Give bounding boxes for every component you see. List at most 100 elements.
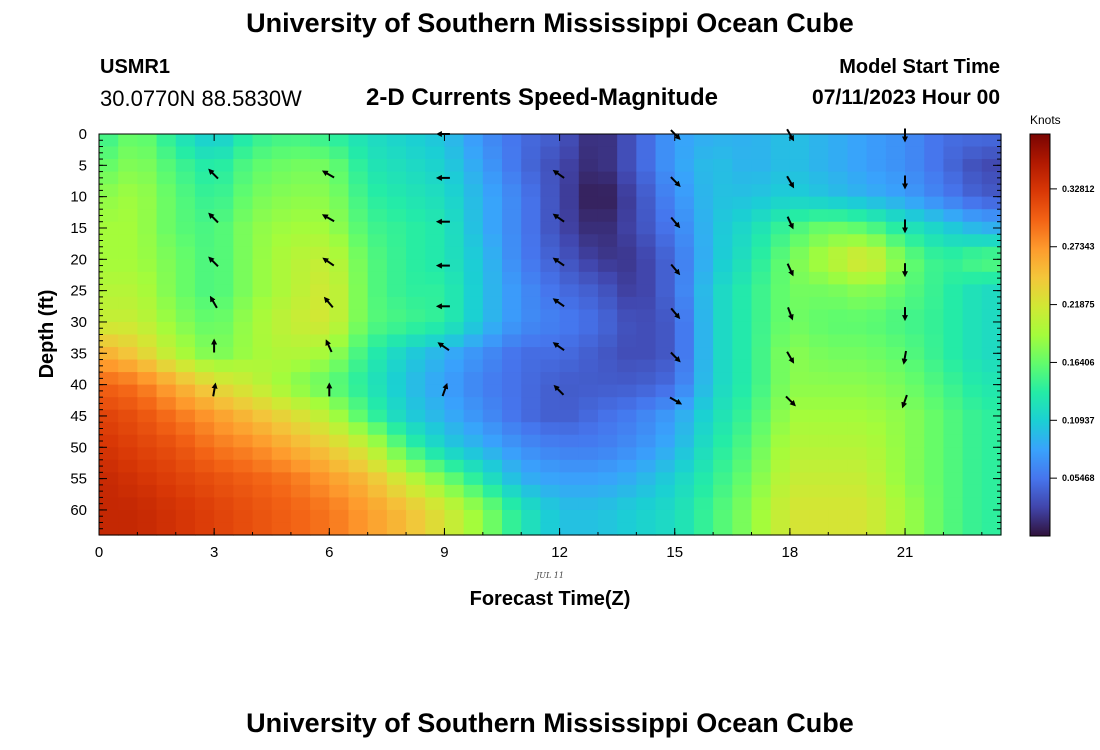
heatmap-cell	[521, 296, 541, 311]
heatmap-cell	[655, 184, 676, 198]
heatmap-cell	[770, 321, 791, 336]
heatmap-cell	[367, 146, 388, 160]
heatmap-cell	[271, 422, 292, 436]
heatmap-cell	[713, 509, 733, 524]
heatmap-cell	[329, 146, 350, 160]
heatmap-cell	[962, 497, 983, 511]
heatmap-cell	[751, 271, 772, 285]
heatmap-cell	[233, 159, 254, 173]
heatmap-cell	[847, 422, 868, 436]
heatmap-cell	[175, 372, 196, 386]
heatmap-cell	[329, 434, 350, 448]
heatmap-cell	[617, 196, 637, 210]
heatmap-cell	[866, 334, 887, 348]
heatmap-cell	[367, 271, 388, 285]
heatmap-cell	[386, 359, 407, 373]
heatmap-cell	[809, 296, 829, 311]
heatmap-cell	[156, 284, 177, 298]
heatmap-cell	[540, 184, 561, 198]
heatmap-cell	[175, 497, 196, 511]
heatmap-cell	[770, 497, 791, 511]
heatmap-cell	[329, 484, 350, 499]
heatmap-cell	[559, 359, 580, 373]
heatmap-cell	[789, 509, 810, 524]
heatmap-cell	[636, 184, 657, 198]
heatmap-cell	[578, 497, 599, 511]
heatmap-cell	[866, 347, 887, 361]
heatmap-cell	[674, 447, 695, 461]
heatmap-cell	[655, 159, 676, 173]
heatmap-cell	[194, 347, 215, 361]
heatmap-cell	[559, 159, 580, 173]
heatmap-cell	[732, 397, 753, 411]
heatmap-cell	[290, 234, 311, 248]
heatmap-cell	[905, 271, 925, 285]
heatmap-cell	[597, 447, 618, 461]
heatmap-cell	[924, 184, 945, 198]
heatmap-cell	[482, 459, 503, 473]
heatmap-cell	[751, 347, 772, 361]
heatmap-cell	[559, 384, 580, 398]
current-arrow	[786, 263, 794, 277]
heatmap-cell	[924, 384, 945, 398]
heatmap-cell	[540, 196, 561, 210]
heatmap-cell	[943, 309, 964, 323]
heatmap-cell	[962, 146, 983, 160]
heatmap-cell	[617, 434, 637, 448]
heatmap-cell	[367, 497, 388, 511]
heatmap-cell	[789, 472, 810, 486]
heatmap-cell	[924, 259, 945, 273]
heatmap-cell	[367, 184, 388, 198]
heatmap-cell	[981, 359, 1002, 373]
current-arrow	[786, 175, 795, 189]
heatmap-cell	[502, 384, 522, 398]
heatmap-cell	[252, 146, 273, 160]
heatmap-cell	[943, 509, 964, 524]
heatmap-cell	[943, 271, 964, 285]
heatmap-cell	[175, 309, 196, 323]
heatmap-cell	[118, 271, 138, 285]
heatmap-cell	[962, 284, 983, 298]
heatmap-cell	[885, 347, 906, 361]
heatmap-cell	[99, 372, 119, 386]
heatmap-cell	[386, 146, 407, 160]
x-tick-label: 18	[782, 544, 799, 561]
heatmap-cell	[463, 246, 484, 260]
heatmap-cell	[290, 159, 311, 173]
heatmap-cell	[99, 509, 119, 524]
heatmap-cell	[521, 522, 541, 536]
heatmap-cell	[578, 422, 599, 436]
heatmap-cell	[194, 509, 215, 524]
heatmap-cell	[655, 246, 676, 260]
heatmap-cell	[885, 209, 906, 223]
heatmap-cell	[617, 497, 637, 511]
heatmap-cell	[137, 459, 158, 473]
heatmap-cell	[425, 497, 446, 511]
heatmap-cell	[559, 171, 580, 185]
heatmap-cell	[751, 459, 772, 473]
heatmap-cell	[463, 497, 484, 511]
heatmap-cell	[406, 422, 426, 436]
heatmap-cell	[751, 434, 772, 448]
heatmap-cell	[329, 522, 350, 536]
heatmap-cell	[905, 447, 925, 461]
heatmap-cell	[406, 447, 426, 461]
heatmap-cell	[310, 271, 330, 285]
heatmap-cell	[137, 184, 158, 198]
heatmap-cell	[655, 309, 676, 323]
heatmap-cell	[962, 447, 983, 461]
current-arrow	[552, 213, 565, 223]
heatmap-cell	[981, 384, 1002, 398]
heatmap-cell	[214, 246, 234, 260]
heatmap-cell	[751, 359, 772, 373]
current-arrow	[437, 342, 450, 352]
heatmap-cell	[194, 472, 215, 486]
heatmap-cell	[713, 271, 733, 285]
heatmap-cell	[386, 409, 407, 423]
heatmap-cell	[559, 447, 580, 461]
heatmap-cell	[732, 522, 753, 536]
heatmap-cell	[809, 246, 829, 260]
heatmap-cell	[828, 422, 849, 436]
heatmap-cell	[924, 522, 945, 536]
heatmap-cell	[118, 359, 138, 373]
